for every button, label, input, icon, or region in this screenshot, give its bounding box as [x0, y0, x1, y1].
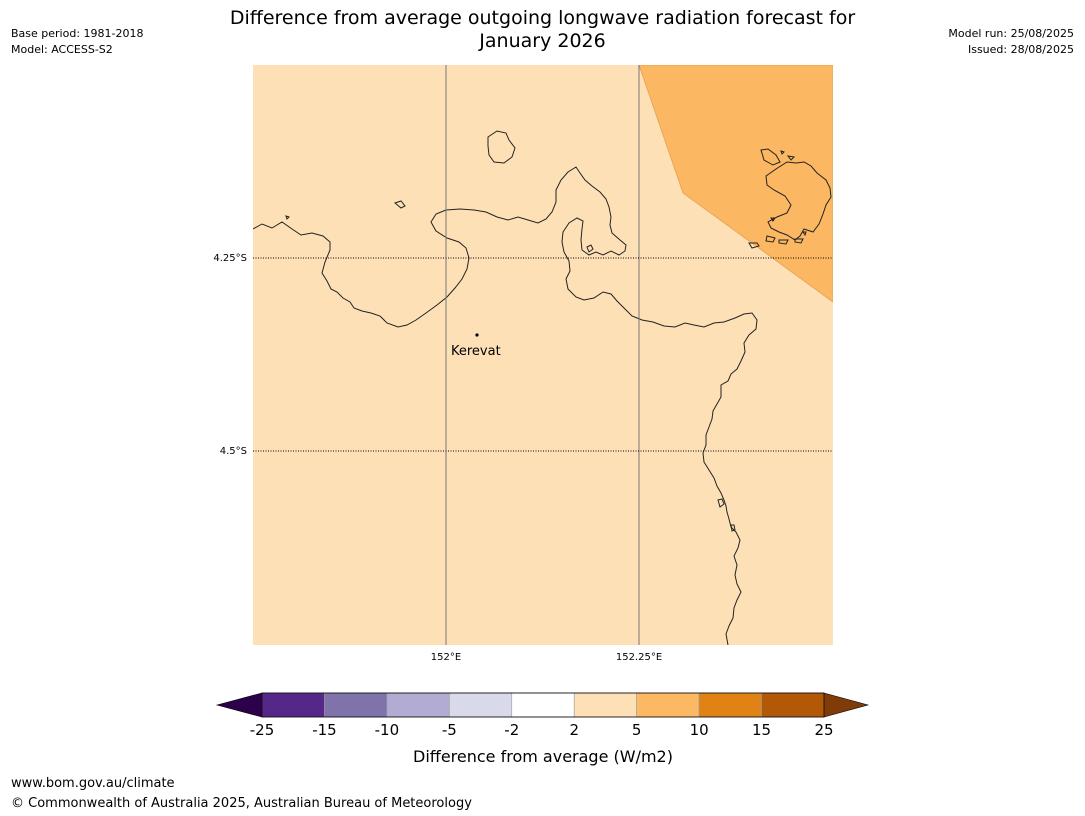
- colorbar-tick-label: 25: [814, 721, 833, 739]
- colorbar-frame: [261, 692, 825, 718]
- lon-label: 152°E: [431, 652, 461, 663]
- colorbar-tick-label: -2: [504, 721, 519, 739]
- colorbar-tick-label: 5: [632, 721, 642, 739]
- colorbar-tick-label: 15: [752, 721, 771, 739]
- colorbar-tick-label: 2: [569, 721, 579, 739]
- issued-date: Issued: 28/08/2025: [967, 43, 1074, 56]
- colorbar-segment: [761, 692, 825, 718]
- lat-label: 4.5°S: [220, 446, 247, 457]
- colorbar-tick-label: -5: [442, 721, 457, 739]
- map-title: Difference from average outgoing longwav…: [140, 7, 945, 53]
- colorbar-segment: [386, 692, 450, 718]
- copyright: © Commonwealth of Australia 2025, Austra…: [11, 796, 472, 811]
- lon-label: 152.25°E: [616, 652, 662, 663]
- colorbar-label: Difference from average (W/m2): [413, 747, 673, 766]
- colorbar-tick-label: -15: [312, 721, 337, 739]
- colorbar-segment: [698, 692, 762, 718]
- colorbar: -25 -15 -10 -5 -2 2 5 10 15 25 Difference from av…: [215, 692, 870, 766]
- graticule: [253, 65, 833, 645]
- model-name: Model: ACCESS-S2: [11, 43, 113, 56]
- colorbar-extend-high: [823, 692, 870, 718]
- colorbar-segment: [573, 692, 637, 718]
- meta-right: Model run: 25/08/2025 Issued: 28/08/2025: [948, 26, 1074, 58]
- anomaly-region: [638, 65, 833, 303]
- colorbar-extend-low: [215, 692, 263, 718]
- kerevat-marker: [475, 333, 479, 337]
- colorbar-tick-label: -25: [250, 721, 275, 739]
- footer: www.bom.gov.au/climate © Commonwealth of…: [11, 774, 472, 814]
- place-label-kerevat: Kerevat: [451, 344, 501, 359]
- colorbar-segment: [261, 692, 325, 718]
- map-area: Kerevat: [253, 65, 833, 645]
- website-link[interactable]: www.bom.gov.au/climate: [11, 776, 175, 791]
- coastline: [253, 130, 832, 645]
- colorbar-tick-label: 10: [690, 721, 709, 739]
- title-line-2: January 2026: [479, 30, 606, 52]
- lat-label: 4.25°S: [213, 253, 247, 264]
- colorbar-segment: [511, 692, 575, 718]
- colorbar-tick-label: -10: [375, 721, 400, 739]
- base-period: Base period: 1981-2018: [11, 27, 144, 40]
- colorbar-segment: [636, 692, 700, 718]
- title-line-1: Difference from average outgoing longwav…: [229, 7, 856, 29]
- colorbar-segments: [261, 692, 825, 718]
- meta-left: Base period: 1981-2018 Model: ACCESS-S2: [11, 26, 143, 58]
- model-run: Model run: 25/08/2025: [948, 27, 1074, 40]
- colorbar-ticks: -25 -15 -10 -5 -2 2 5 10 15 25: [250, 721, 834, 739]
- colorbar-segment: [324, 692, 388, 718]
- colorbar-segment: [449, 692, 513, 718]
